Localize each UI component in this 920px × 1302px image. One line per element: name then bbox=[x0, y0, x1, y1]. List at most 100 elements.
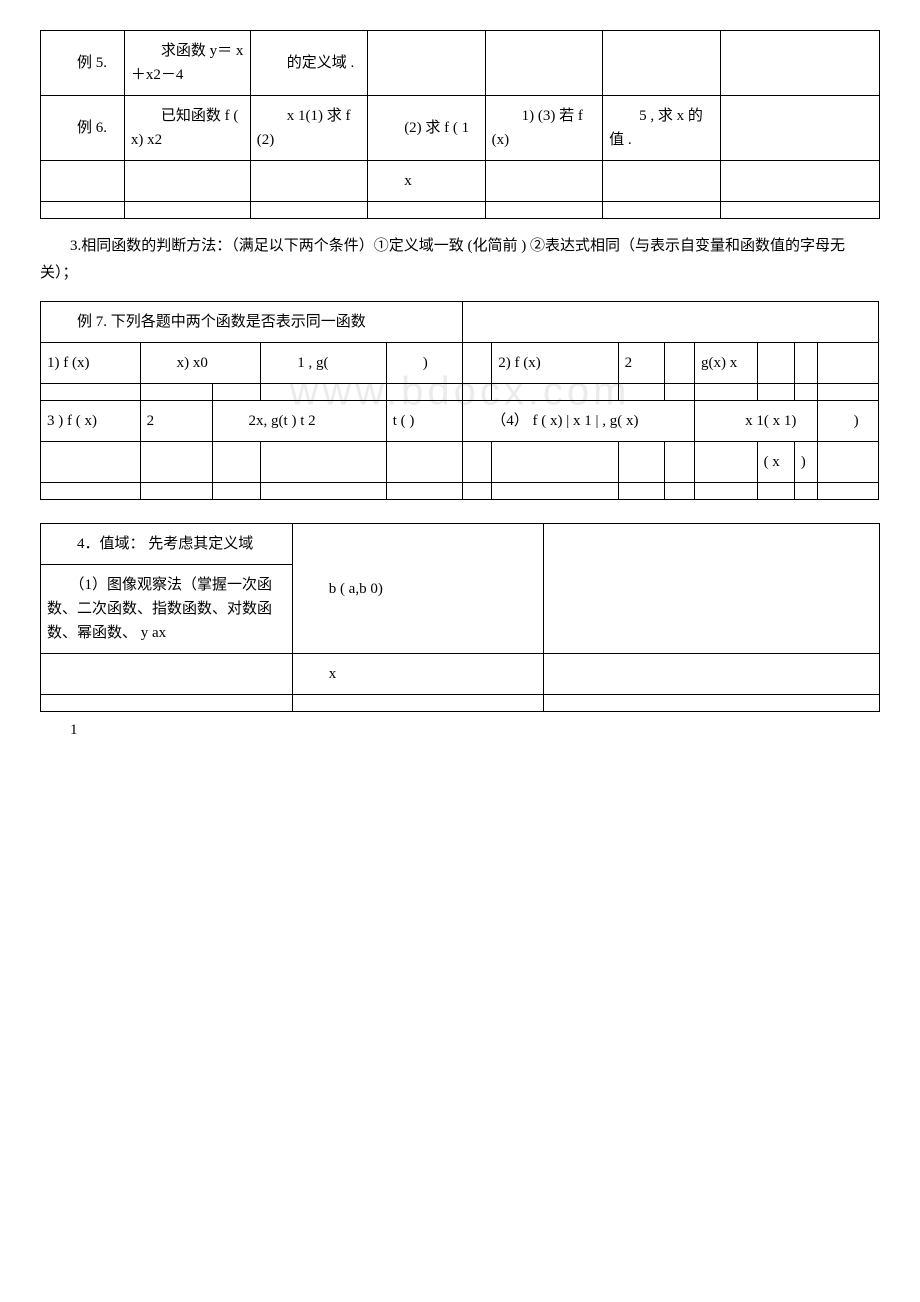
cell bbox=[720, 96, 879, 161]
cell bbox=[41, 161, 125, 202]
cell bbox=[212, 442, 261, 483]
cell bbox=[492, 483, 618, 500]
cell: x 1( x 1) bbox=[694, 401, 817, 442]
cell bbox=[386, 483, 462, 500]
cell bbox=[485, 161, 602, 202]
cell bbox=[124, 161, 250, 202]
cell bbox=[720, 31, 879, 96]
cell: 2) f (x) bbox=[492, 343, 618, 384]
cell bbox=[492, 384, 618, 401]
cell bbox=[618, 442, 665, 483]
cell bbox=[665, 442, 695, 483]
cell: 例 5. bbox=[41, 31, 125, 96]
cell bbox=[261, 442, 386, 483]
cell bbox=[41, 654, 293, 695]
cell bbox=[212, 384, 261, 401]
cell: 4．值域： 先考虑其定义域 bbox=[41, 524, 293, 565]
cell-header: 例 7. 下列各题中两个函数是否表示同一函数 bbox=[41, 302, 463, 343]
cell bbox=[462, 442, 492, 483]
cell bbox=[386, 384, 462, 401]
paragraph-same-function: 3.相同函数的判断方法：（满足以下两个条件）①定义域一致 (化简前 ) ②表达式… bbox=[40, 233, 880, 287]
cell: 求函数 y＝ x＋x2－4 bbox=[124, 31, 250, 96]
cell: 2x, g(t ) t 2 bbox=[212, 401, 386, 442]
cell bbox=[544, 695, 880, 712]
cell bbox=[261, 483, 386, 500]
cell: 1) (3) 若 f (x) bbox=[485, 96, 602, 161]
cell bbox=[817, 442, 878, 483]
cell bbox=[41, 442, 141, 483]
cell bbox=[41, 483, 141, 500]
cell bbox=[544, 524, 880, 654]
cell bbox=[212, 483, 261, 500]
cell: （4） f ( x) | x 1 | , g( x) bbox=[462, 401, 694, 442]
cell: 已知函数 f ( x) x2 bbox=[124, 96, 250, 161]
table-example-5-6: 例 5. 求函数 y＝ x＋x2－4 的定义域 . 例 6. 已知函数 f ( … bbox=[40, 30, 880, 219]
cell: 1 , g( bbox=[261, 343, 386, 384]
cell bbox=[757, 483, 794, 500]
cell bbox=[757, 384, 794, 401]
cell bbox=[603, 161, 720, 202]
cell: 的定义域 . bbox=[250, 31, 367, 96]
cell bbox=[41, 202, 125, 219]
cell: t ( ) bbox=[386, 401, 462, 442]
cell: ) bbox=[386, 343, 462, 384]
cell: ) bbox=[817, 401, 878, 442]
cell: x bbox=[368, 161, 485, 202]
cell: ( x bbox=[757, 442, 794, 483]
table-value-range: 4．值域： 先考虑其定义域 b ( a,b 0) （1）图像观察法（掌握一次函数… bbox=[40, 523, 880, 712]
page-number: 1 bbox=[70, 722, 880, 739]
cell bbox=[261, 384, 386, 401]
cell bbox=[462, 302, 878, 343]
cell bbox=[462, 483, 492, 500]
cell bbox=[250, 161, 367, 202]
table-example-7: 例 7. 下列各题中两个函数是否表示同一函数 1) f (x) x) x0 1 … bbox=[40, 301, 880, 500]
cell bbox=[41, 695, 293, 712]
cell: x bbox=[292, 654, 544, 695]
cell: x) x0 bbox=[140, 343, 261, 384]
cell bbox=[462, 343, 492, 384]
cell: 2 bbox=[618, 343, 665, 384]
cell bbox=[124, 202, 250, 219]
cell bbox=[140, 384, 212, 401]
cell: x 1(1) 求 f (2) bbox=[250, 96, 367, 161]
cell: ) bbox=[794, 442, 817, 483]
cell bbox=[817, 343, 878, 384]
cell bbox=[665, 384, 695, 401]
cell: 例 6. bbox=[41, 96, 125, 161]
cell bbox=[694, 483, 757, 500]
cell: b ( a,b 0) bbox=[292, 524, 544, 654]
cell bbox=[292, 695, 544, 712]
cell bbox=[817, 483, 878, 500]
cell bbox=[250, 202, 367, 219]
cell bbox=[665, 343, 695, 384]
cell: 2 bbox=[140, 401, 212, 442]
cell: 1) f (x) bbox=[41, 343, 141, 384]
cell bbox=[485, 202, 602, 219]
cell bbox=[492, 442, 618, 483]
cell bbox=[757, 343, 794, 384]
cell bbox=[603, 202, 720, 219]
cell: (2) 求 f ( 1 bbox=[368, 96, 485, 161]
cell bbox=[794, 483, 817, 500]
cell bbox=[485, 31, 602, 96]
cell bbox=[368, 31, 485, 96]
cell bbox=[618, 483, 665, 500]
cell bbox=[41, 384, 141, 401]
cell: g(x) x bbox=[694, 343, 757, 384]
cell: 3 ) f ( x) bbox=[41, 401, 141, 442]
cell bbox=[694, 442, 757, 483]
cell bbox=[817, 384, 878, 401]
cell bbox=[694, 384, 757, 401]
cell bbox=[368, 202, 485, 219]
cell: 5 , 求 x 的值 . bbox=[603, 96, 720, 161]
cell bbox=[544, 654, 880, 695]
cell bbox=[794, 343, 817, 384]
cell bbox=[462, 384, 492, 401]
cell bbox=[603, 31, 720, 96]
cell bbox=[665, 483, 695, 500]
cell bbox=[386, 442, 462, 483]
cell: （1）图像观察法（掌握一次函数、二次函数、指数函数、对数函数、幂函数、 y ax bbox=[41, 565, 293, 654]
cell bbox=[720, 161, 879, 202]
cell bbox=[140, 442, 212, 483]
cell bbox=[140, 483, 212, 500]
